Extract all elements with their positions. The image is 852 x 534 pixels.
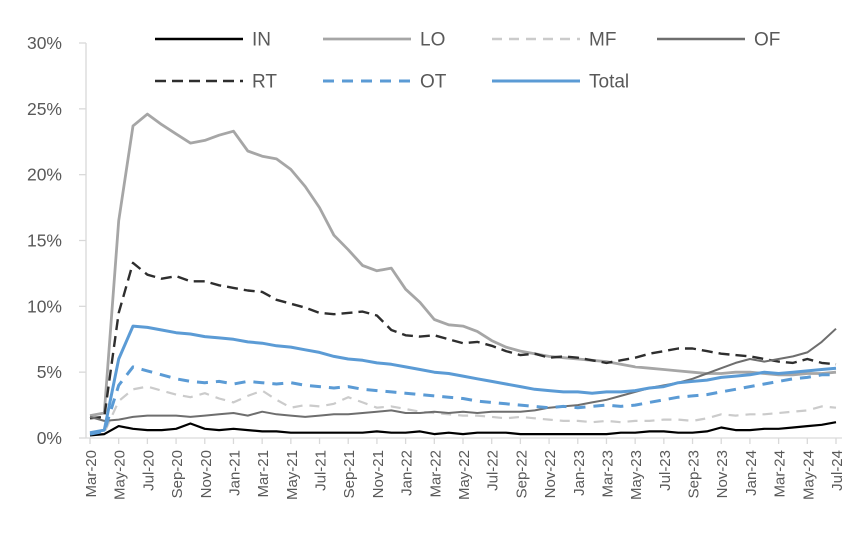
x-axis-label: Jan-22 [399,450,416,496]
x-axis-label: Mar-22 [427,450,444,498]
x-axis-label: Sep-23 [686,450,703,498]
legend-item-MF[interactable]: MF [492,30,616,51]
x-axis-label: Nov-22 [542,450,559,498]
x-axis-label: Mar-24 [772,450,789,498]
x-axis-label: Mar-21 [255,450,272,498]
legend-label-IN: IN [252,30,271,51]
x-axis-label: Jul-23 [657,450,674,491]
x-axis-label: May-23 [628,450,645,500]
x-axis-label: Jan-21 [226,450,243,496]
x-axis-label: Nov-21 [370,450,387,498]
series-line-RT [89,261,837,420]
x-axis-label: Nov-23 [714,450,731,498]
legend-label-RT: RT [252,72,277,93]
y-axis-label: 10% [27,296,62,316]
series-line-IN [89,421,837,437]
x-axis-label: Sep-20 [169,450,186,498]
y-axis-label: 25% [27,99,62,119]
x-axis-label: Mar-23 [599,450,616,498]
legend-label-OF: OF [754,30,780,51]
x-axis-label: Sep-22 [513,450,530,498]
x-axis-label: Jul-20 [140,450,157,491]
x-axis-label: Jul-24 [829,450,846,491]
x-axis-label: Mar-20 [83,450,100,498]
x-axis-label: Nov-20 [198,450,215,498]
legend-item-RT[interactable]: RT [155,72,277,93]
series-line-Total [89,324,837,435]
x-axis-label: Jul-21 [313,450,330,491]
series-line-MF [89,385,837,436]
x-axis-label: May-20 [112,450,129,500]
legend-label-OT: OT [420,72,447,93]
series-line-OF [89,327,837,422]
y-axis-label: 0% [37,428,62,448]
x-axis-label: Jul-22 [485,450,502,491]
y-axis-label: 30% [27,33,62,53]
legend-label-LO: LO [420,30,445,51]
y-axis-label: 20% [27,165,62,185]
y-axis-label: 15% [27,231,62,251]
x-axis-label: Jan-24 [743,450,760,496]
legend-label-Total: Total [589,72,629,93]
legend-item-LO[interactable]: LO [323,30,445,51]
legend-item-Total[interactable]: Total [492,72,629,93]
legend-label-MF: MF [589,30,616,51]
x-axis-label: May-21 [284,450,301,500]
x-axis-label: May-22 [456,450,473,500]
legend-item-OT[interactable]: OT [323,72,447,93]
series-line-OT [89,365,836,436]
x-axis-label: May-24 [800,450,817,500]
x-axis-label: Jan-23 [571,450,588,496]
series-line-LO [89,112,837,417]
y-axis-label: 5% [37,362,62,382]
legend-item-OF[interactable]: OF [657,30,780,51]
x-axis-label: Sep-21 [341,450,358,498]
legend-item-IN[interactable]: IN [155,30,271,51]
